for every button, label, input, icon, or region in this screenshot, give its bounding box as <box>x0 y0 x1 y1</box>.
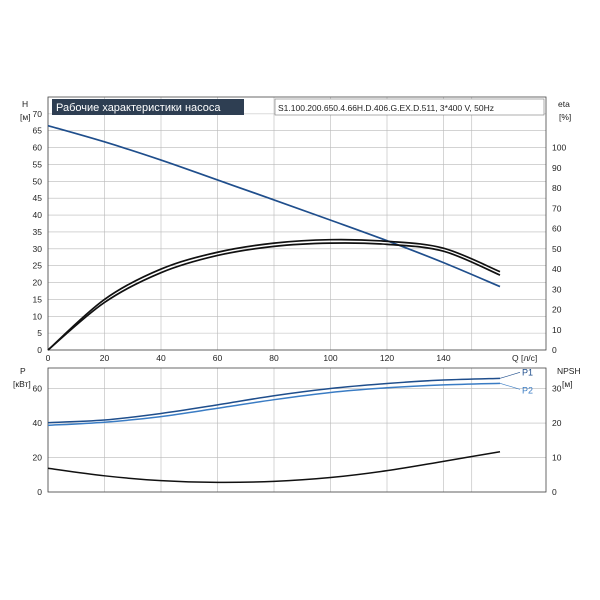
left-tick-label: 55 <box>33 159 43 169</box>
npsh-curve <box>47 450 501 484</box>
left-tick-label: 60 <box>33 384 43 394</box>
efficiency-axis-label: eta <box>558 99 570 109</box>
p2-legend-label: P2 <box>522 385 533 395</box>
p2-leader-line <box>499 383 521 390</box>
left-tick-label: 40 <box>33 418 43 428</box>
right-tick-label: 100 <box>552 143 566 153</box>
upper-series <box>47 124 501 351</box>
left-tick-label: 20 <box>33 453 43 463</box>
model-label-background <box>274 98 545 116</box>
left-tick-label: 60 <box>33 143 43 153</box>
upper-tick-labels: 0 20 40 60 80 100 120 1400510152025303540455055… <box>33 109 567 363</box>
x-tick-label: 80 <box>269 353 279 363</box>
left-tick-label: 30 <box>33 244 43 254</box>
x-tick-label: 40 <box>156 353 166 363</box>
right-tick-label: 90 <box>552 163 562 173</box>
npsh-axis-label: NPSH <box>557 366 581 376</box>
right-tick-label: 0 <box>552 487 557 497</box>
upper-grid <box>47 97 546 351</box>
left-tick-label: 45 <box>33 193 43 203</box>
left-tick-label: 15 <box>33 294 43 304</box>
left-tick-label: 0 <box>37 487 42 497</box>
flow-axis-label: Q [л/с] <box>512 353 537 363</box>
right-tick-label: 60 <box>552 224 562 234</box>
x-tick-label: 60 <box>213 353 223 363</box>
chart-title-background <box>52 99 244 115</box>
efficiency-axis-unit: [%] <box>559 112 571 122</box>
npsh-axis-unit: [м] <box>562 379 573 389</box>
power-npsh-plot: P [кВт] NPSH [м] 0 20 40 60 0 10 20 30 P1 P2 <box>13 366 581 497</box>
right-tick-label: 70 <box>552 203 562 213</box>
left-tick-label: 25 <box>33 261 43 271</box>
left-tick-label: 65 <box>33 126 43 136</box>
left-tick-label: 20 <box>33 278 43 288</box>
left-tick-label: 10 <box>33 311 43 321</box>
efficiency-curve-upper <box>47 238 501 351</box>
x-tick-label: 120 <box>380 353 394 363</box>
power-axis-label: P <box>20 366 26 376</box>
right-tick-label: 0 <box>552 345 557 355</box>
chart-title: Рабочие характеристики насоса <box>56 102 221 114</box>
right-tick-label: 20 <box>552 305 562 315</box>
right-tick-label: 30 <box>552 384 562 394</box>
right-tick-label: 80 <box>552 183 562 193</box>
efficiency-curve-lower <box>47 242 501 351</box>
right-tick-label: 30 <box>552 284 562 294</box>
head-efficiency-plot: Рабочие характеристики насоса S1.100.200… <box>20 96 571 363</box>
right-tick-label: 10 <box>552 325 562 335</box>
lower-tick-labels: 0 20 40 60 0 10 20 30 <box>33 384 562 497</box>
lower-grid <box>47 368 546 493</box>
p1-legend-label: P1 <box>522 367 533 377</box>
x-tick-label: 0 <box>46 353 51 363</box>
p2-curve <box>47 382 501 427</box>
left-tick-label: 50 <box>33 176 43 186</box>
lower-series: P1 P2 <box>47 367 533 484</box>
p1-leader-line <box>499 372 521 379</box>
x-tick-label: 140 <box>436 353 450 363</box>
left-tick-label: 35 <box>33 227 43 237</box>
head-axis-label: H <box>22 99 28 109</box>
upper-plot-frame <box>47 96 547 351</box>
right-tick-label: 10 <box>552 453 562 463</box>
lower-plot-frame <box>47 367 547 493</box>
head-curve <box>47 124 501 288</box>
pump-model-label: S1.100.200.650.4.66H.D.406.G.EX.D.511, 3… <box>278 103 494 113</box>
left-tick-label: 40 <box>33 210 43 220</box>
right-tick-label: 40 <box>552 264 562 274</box>
right-tick-label: 50 <box>552 244 562 254</box>
p1-curve <box>47 377 501 424</box>
left-tick-label: 0 <box>37 345 42 355</box>
x-tick-label: 100 <box>323 353 337 363</box>
power-axis-unit: [кВт] <box>13 379 31 389</box>
left-tick-label: 5 <box>37 328 42 338</box>
head-axis-unit: [м] <box>20 112 31 122</box>
left-tick-label: 70 <box>33 109 43 119</box>
right-tick-label: 20 <box>552 418 562 428</box>
x-tick-label: 20 <box>100 353 110 363</box>
